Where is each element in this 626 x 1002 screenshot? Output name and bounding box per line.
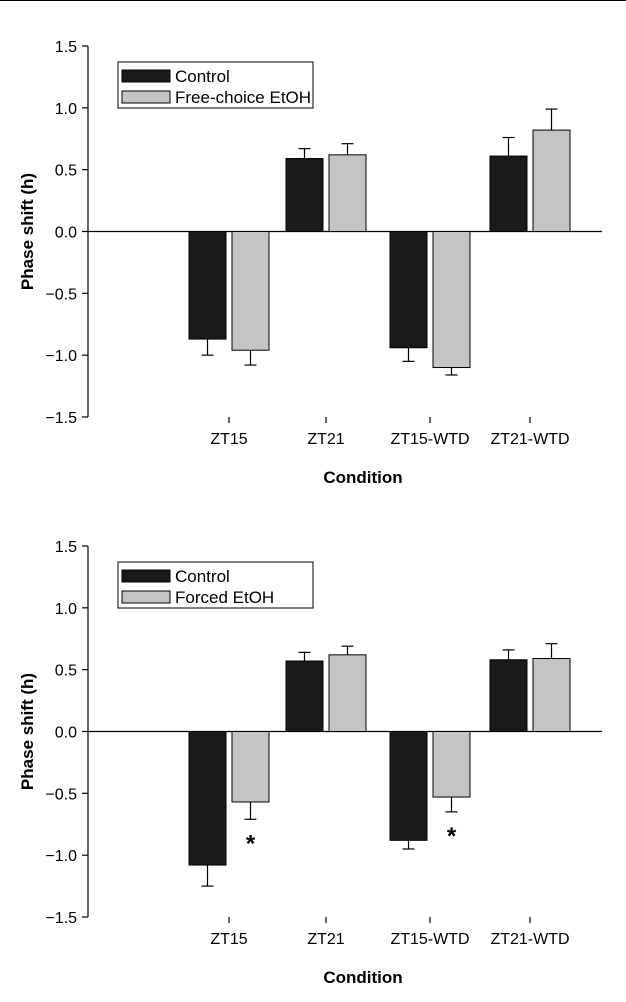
bar: [432, 731, 471, 798]
bar: [328, 654, 367, 732]
bar: [285, 660, 324, 732]
bar: [532, 129, 571, 233]
bar: [432, 231, 471, 369]
y-axis-title: Phase shift (h): [18, 173, 37, 290]
phase-shift-chart-forced: 1.5 1.0 0.5 0.0 −0.5 −1.0 −1.5 ZT15 ZT21 ZT15-WTD…: [18, 539, 602, 987]
x-tick-label: ZT15-WTD: [390, 431, 469, 448]
bar: [188, 231, 227, 340]
legend-swatch: [121, 569, 171, 583]
phase-shift-chart-free-choice: 1.5 1.0 0.5 0.0 −0.5 −1.0 −1.5 ZT15 ZT21 ZT15-WTD…: [18, 39, 602, 487]
bar: [188, 731, 227, 866]
y-tick-label: 1.0: [55, 601, 77, 618]
y-axis-title: Phase shift (h): [18, 673, 37, 790]
x-tick-label: ZT15: [210, 931, 247, 948]
legend-swatch: [121, 590, 171, 604]
y-tick-label: 0.0: [55, 225, 77, 242]
legend-label: Free-choice EtOH: [175, 88, 311, 107]
y-tick-label: 1.5: [55, 39, 77, 56]
bar: [489, 155, 528, 233]
bar: [532, 658, 571, 732]
significance-marker: *: [246, 830, 256, 857]
x-tick-label: ZT21: [307, 431, 344, 448]
bar: [489, 659, 528, 732]
y-tick-label: 1.5: [55, 539, 77, 556]
y-tick-label: 1.0: [55, 101, 77, 118]
bar: [231, 231, 270, 351]
x-axis-title: Condition: [323, 968, 402, 987]
y-tick-label: −1.0: [45, 848, 77, 865]
x-tick-label: ZT21-WTD: [490, 431, 569, 448]
y-tick-label: −1.0: [45, 348, 77, 365]
y-tick-label: −0.5: [45, 786, 77, 803]
y-tick-label: −0.5: [45, 286, 77, 303]
y-tick-label: 0.5: [55, 663, 77, 680]
bar: [231, 731, 270, 803]
bar: [389, 731, 428, 841]
legend-label: Forced EtOH: [175, 588, 274, 607]
y-tick-label: 0.0: [55, 725, 77, 742]
bar: [285, 158, 324, 232]
top-rule: [0, 0, 626, 1]
x-axis-title: Condition: [323, 468, 402, 487]
x-tick-label: ZT21-WTD: [490, 931, 569, 948]
x-tick-label: ZT21: [307, 931, 344, 948]
x-tick-label: ZT15: [210, 431, 247, 448]
y-tick-label: −1.5: [45, 410, 77, 427]
bar: [389, 231, 428, 349]
bar: [328, 154, 367, 232]
y-tick-label: −1.5: [45, 910, 77, 927]
x-tick-label: ZT15-WTD: [390, 931, 469, 948]
legend-swatch: [121, 69, 171, 83]
legend-swatch: [121, 90, 171, 104]
legend-label: Control: [175, 567, 230, 586]
y-tick-label: 0.5: [55, 163, 77, 180]
legend-label: Control: [175, 67, 230, 86]
significance-marker: *: [447, 823, 457, 850]
